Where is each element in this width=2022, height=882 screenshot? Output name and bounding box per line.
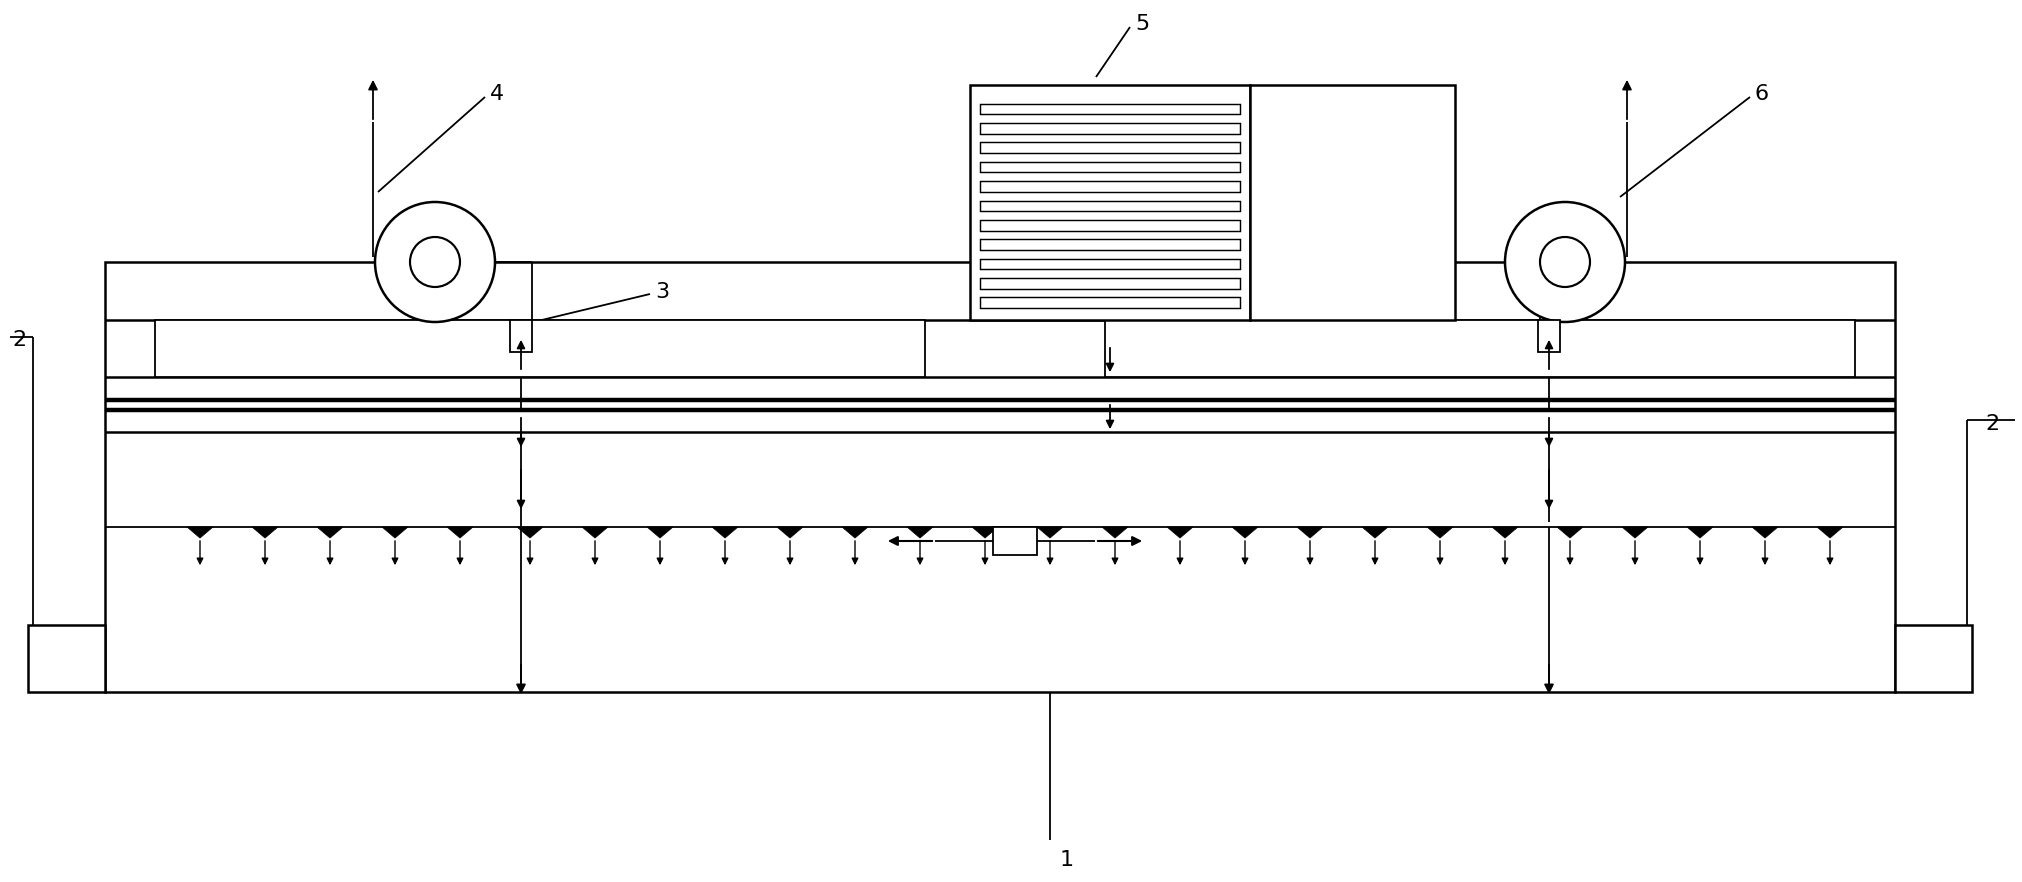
Bar xyxy=(981,123,1239,134)
Bar xyxy=(981,297,1239,308)
Circle shape xyxy=(374,202,495,322)
Bar xyxy=(981,181,1239,191)
Text: 6: 6 xyxy=(1755,84,1769,104)
Bar xyxy=(981,161,1239,173)
Polygon shape xyxy=(841,527,867,538)
Polygon shape xyxy=(1037,527,1064,538)
Bar xyxy=(156,320,924,377)
Bar xyxy=(981,142,1239,153)
Polygon shape xyxy=(776,527,803,538)
Polygon shape xyxy=(447,527,473,538)
Polygon shape xyxy=(253,527,277,538)
Polygon shape xyxy=(1363,527,1387,538)
Polygon shape xyxy=(186,527,212,538)
Text: 3: 3 xyxy=(655,282,669,302)
Polygon shape xyxy=(1686,527,1713,538)
Bar xyxy=(28,625,105,692)
Bar xyxy=(981,278,1239,288)
Bar xyxy=(1539,320,1561,352)
Polygon shape xyxy=(647,527,673,538)
Polygon shape xyxy=(1557,527,1583,538)
Polygon shape xyxy=(382,527,408,538)
Polygon shape xyxy=(1102,527,1128,538)
Text: 1: 1 xyxy=(1060,850,1074,870)
Bar xyxy=(981,239,1239,250)
Text: 4: 4 xyxy=(489,84,503,104)
Text: 2: 2 xyxy=(1986,414,2000,434)
Polygon shape xyxy=(1428,527,1454,538)
Bar xyxy=(993,527,1037,555)
Polygon shape xyxy=(1622,527,1648,538)
Bar xyxy=(981,258,1239,269)
Bar xyxy=(1104,320,1854,377)
Bar xyxy=(510,320,532,352)
Bar xyxy=(981,104,1239,115)
Polygon shape xyxy=(1751,527,1777,538)
Bar xyxy=(1250,85,1456,320)
Bar xyxy=(981,220,1239,230)
Polygon shape xyxy=(1296,527,1322,538)
Polygon shape xyxy=(582,527,609,538)
Polygon shape xyxy=(317,527,344,538)
Polygon shape xyxy=(1818,527,1842,538)
Bar xyxy=(1895,625,1971,692)
Text: 2: 2 xyxy=(12,330,26,350)
Text: 5: 5 xyxy=(1134,14,1148,34)
Polygon shape xyxy=(1231,527,1258,538)
Bar xyxy=(981,200,1239,211)
Polygon shape xyxy=(518,527,544,538)
Polygon shape xyxy=(1492,527,1519,538)
Bar xyxy=(971,85,1250,320)
Polygon shape xyxy=(712,527,738,538)
Polygon shape xyxy=(973,527,999,538)
Polygon shape xyxy=(908,527,932,538)
Polygon shape xyxy=(1167,527,1193,538)
Bar xyxy=(105,262,1895,692)
Circle shape xyxy=(1504,202,1626,322)
